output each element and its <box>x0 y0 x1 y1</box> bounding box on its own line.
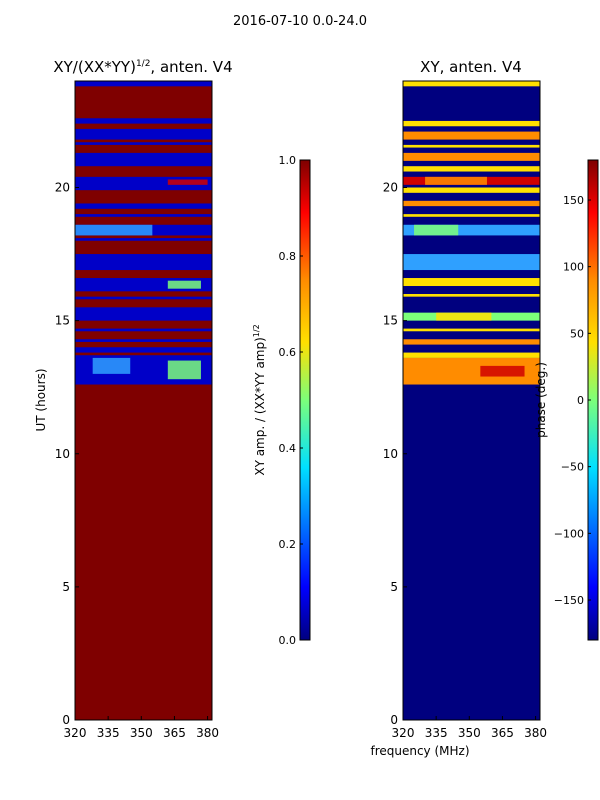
colorbar-tick-label: −100 <box>554 527 584 540</box>
heatmap-accent <box>167 360 201 380</box>
y-tick-label: 0 <box>62 713 70 727</box>
heatmap-band <box>75 254 212 271</box>
heatmap-band <box>75 307 212 321</box>
colorbar-tick-label: −150 <box>554 594 584 607</box>
phase-plot-frame <box>402 80 541 721</box>
colorbar-tick-label: 0.4 <box>279 442 297 455</box>
heatmap-accent <box>167 179 208 185</box>
y-tick-label: 5 <box>390 580 398 594</box>
y-tick-label: 15 <box>383 314 398 328</box>
amp-x-ticks: 320 335 350 365 380 <box>64 716 219 740</box>
x-tick-label: 335 <box>425 726 448 740</box>
colorbar-tick-label: 0.2 <box>279 538 297 551</box>
phase-colorbar-ticks: −150 −100 −50 0 50 100 150 <box>554 194 591 607</box>
phase-title: XY, anten. V4 <box>420 58 522 76</box>
colorbar-tick-label: 0 <box>577 394 584 407</box>
heatmap-band <box>403 120 540 127</box>
heatmap-band <box>75 203 212 209</box>
colorbar-tick-label: 150 <box>563 194 584 207</box>
x-tick-label: 380 <box>196 726 219 740</box>
heatmap-band <box>75 296 212 300</box>
heatmap-band <box>403 131 540 140</box>
y-tick-label: 5 <box>62 580 70 594</box>
heatmap-band <box>403 200 540 207</box>
heatmap-band <box>75 339 212 342</box>
x-tick-label: 320 <box>392 726 415 740</box>
heatmap-accent <box>92 357 131 374</box>
colorbar-tick-label: 0.0 <box>279 634 297 647</box>
phase-colorbar-label: phase (deg.) <box>534 362 548 438</box>
colorbar-amplitude: 0.0 0.2 0.4 0.6 0.8 1.0 XY amp. / (XX*YY amp)… <box>252 154 311 647</box>
heatmap-band <box>75 152 212 167</box>
amp-plot-frame <box>74 80 213 721</box>
heatmap-band <box>75 128 212 140</box>
x-tick-label: 380 <box>524 726 547 740</box>
heatmap-band <box>75 142 212 145</box>
colorbar-tick-label: 100 <box>563 261 584 274</box>
heatmap-band <box>75 81 212 87</box>
amp-colorbar-ticks: 0.0 0.2 0.4 0.6 0.8 1.0 <box>279 154 303 647</box>
x-tick-label: 350 <box>458 726 481 740</box>
heatmap-band <box>403 294 540 297</box>
heatmap-accent <box>425 176 487 185</box>
heatmap-band <box>403 254 540 271</box>
x-tick-label: 335 <box>97 726 120 740</box>
x-tick-label: 365 <box>163 726 186 740</box>
heatmap-band <box>403 214 540 217</box>
panel-amplitude: XY/(XX*YY)1/2, anten. V4 320 335 350 365 380… <box>34 58 233 740</box>
phase-x-ticks: 320 335 350 365 380 <box>392 716 547 740</box>
heatmap-band <box>403 352 540 358</box>
heatmap-band <box>403 278 540 287</box>
heatmap-accent <box>436 312 492 321</box>
heatmap-band <box>403 339 540 345</box>
heatmap-band <box>403 152 540 161</box>
amp-y-ticks: 0 5 10 15 20 <box>55 181 79 727</box>
heatmap-accent <box>414 224 459 236</box>
y-tick-label: 15 <box>55 314 70 328</box>
phase-heatmap <box>403 81 540 720</box>
panel-phase: XY, anten. V4 320 335 350 365 380 0 5 10 15 20 f… <box>370 58 547 758</box>
heatmap-band <box>75 214 212 217</box>
colorbar-phase: phase (deg.) −150 −100 −50 0 50 100 150 <box>534 159 599 641</box>
heatmap-band <box>403 224 540 236</box>
phase-y-ticks: 0 5 10 15 20 <box>383 181 407 727</box>
y-tick-label: 20 <box>383 181 398 195</box>
colorbar-tick-label: −50 <box>561 461 584 474</box>
heatmap-band <box>403 328 540 332</box>
heatmap-accent <box>75 224 153 236</box>
x-tick-label: 350 <box>130 726 153 740</box>
heatmap-band <box>75 238 212 241</box>
colorbar-tick-label: 0.6 <box>279 346 297 359</box>
heatmap-accent <box>480 365 525 377</box>
amp-colorbar-gradient <box>299 159 311 641</box>
y-tick-label: 0 <box>390 713 398 727</box>
heatmap-accent <box>167 280 201 289</box>
heatmap-band <box>75 347 212 353</box>
colorbar-tick-label: 50 <box>570 327 584 340</box>
x-tick-label: 365 <box>491 726 514 740</box>
heatmap-band <box>403 187 540 193</box>
amp-colorbar-label: XY amp. / (XX*YY amp)1/2 <box>252 324 267 475</box>
amp-heatmap <box>75 81 212 720</box>
colorbar-tick-label: 1.0 <box>279 154 297 167</box>
amp-title: XY/(XX*YY)1/2, anten. V4 <box>53 58 232 76</box>
figure-suptitle: 2016-07-10 0.0-24.0 <box>233 14 367 29</box>
heatmap-band <box>75 118 212 124</box>
y-tick-label: 10 <box>383 447 398 461</box>
amp-y-label: UT (hours) <box>34 368 48 431</box>
heatmap-band <box>75 328 212 332</box>
heatmap-band <box>403 81 540 87</box>
phase-x-label: frequency (MHz) <box>370 744 469 758</box>
x-tick-label: 320 <box>64 726 87 740</box>
heatmap-band <box>403 144 540 148</box>
y-tick-label: 10 <box>55 447 70 461</box>
colorbar-tick-label: 0.8 <box>279 250 297 263</box>
heatmap-band <box>403 166 540 172</box>
y-tick-label: 20 <box>55 181 70 195</box>
